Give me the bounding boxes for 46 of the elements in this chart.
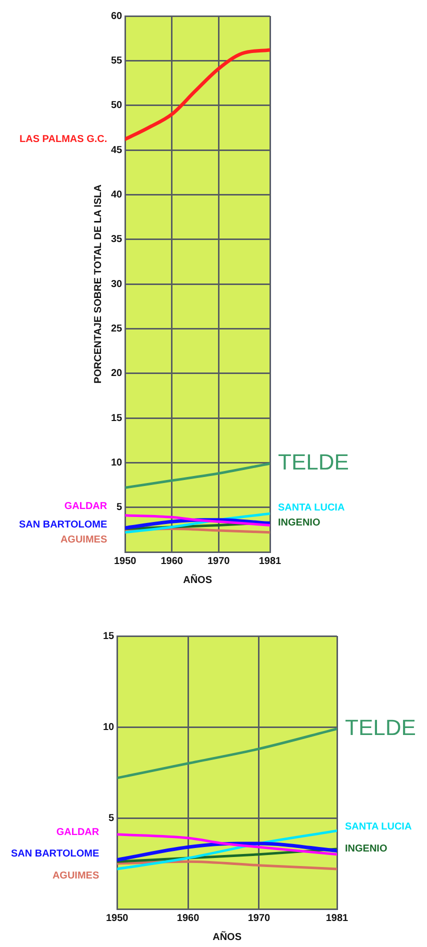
y-tick-label: 30 [111, 278, 123, 290]
line-series [117, 860, 337, 870]
line-series [117, 833, 337, 856]
series-label: SAN BARTOLOME [10, 848, 100, 860]
y-tick-label: 20 [111, 368, 123, 380]
y-tick-label: 10 [111, 457, 123, 468]
y-tick-label: 15 [111, 412, 123, 424]
x-axis-title: AÑOS [183, 574, 212, 586]
series-label: GALDAR [64, 501, 108, 512]
series-label: AGUIMES [60, 534, 108, 546]
y-tick-label: 50 [111, 100, 123, 112]
y-tick-label: 25 [111, 323, 123, 334]
y-tick-label: 55 [111, 55, 123, 66]
line-series [125, 514, 270, 526]
x-tick-label: 1981 [258, 556, 282, 567]
series-label: AGUIMES [52, 870, 100, 882]
x-tick-label: 1960 [176, 912, 200, 924]
y-tick-label: 15 [103, 630, 115, 642]
y-tick-label: 40 [111, 189, 123, 200]
series-label: GALDAR [56, 827, 100, 838]
x-tick-label: 1981 [326, 912, 349, 924]
y-tick-label: 45 [111, 144, 123, 156]
series-label: TELDE [345, 714, 416, 740]
x-tick-label: 1970 [207, 556, 230, 567]
x-tick-label: 1970 [248, 912, 271, 924]
line-series [125, 462, 270, 489]
y-tick-label: 35 [111, 234, 123, 246]
line-series [125, 48, 270, 142]
line-series [117, 842, 337, 862]
x-tick-label: 1950 [106, 912, 129, 924]
x-axis-title: AÑOS [212, 930, 242, 943]
y-tick-label: 60 [111, 10, 123, 22]
y-tick-label: 10 [103, 722, 115, 733]
x-tick-label: 1950 [114, 556, 137, 567]
x-tick-label: 1960 [160, 556, 184, 567]
series-label: SAN BARTOLOME [18, 520, 108, 531]
series-label: LAS PALMAS G.C. [20, 134, 108, 146]
series-label: TELDE [278, 450, 349, 475]
y-tick-label: 5 [108, 812, 115, 824]
series-label: SANTA LUCIA [345, 821, 412, 832]
line-series [117, 728, 337, 780]
series-label: SANTA LUCIA [278, 502, 345, 514]
series-label: INGENIO [278, 517, 320, 528]
series-label: INGENIO [345, 844, 388, 855]
y-tick-label: 5 [116, 502, 123, 514]
y-axis-title: PORCENTAJE SOBRE TOTAL DE LA ISLA [92, 184, 104, 384]
